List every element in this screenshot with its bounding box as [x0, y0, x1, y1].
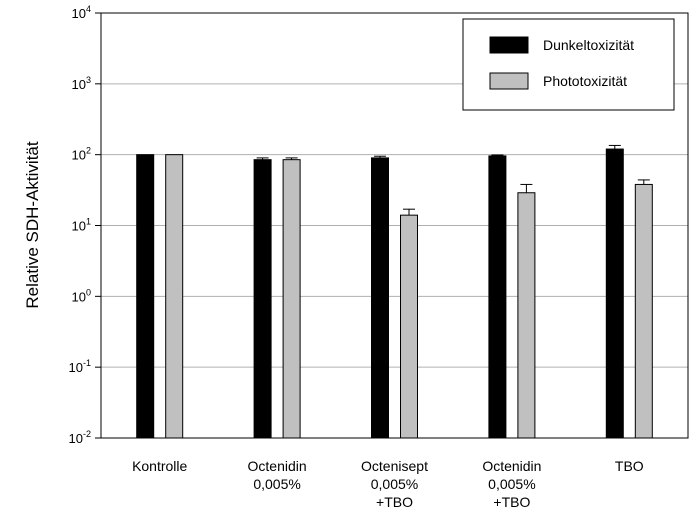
y-tick-label: 101: [72, 217, 91, 234]
y-tick-label: 10-2: [69, 429, 91, 446]
y-tick-label-base: 10: [69, 431, 83, 446]
category-label: +TBO: [376, 494, 413, 510]
y-tick-label-base: 10: [72, 219, 86, 234]
legend-swatch-phototoxizitaet: [489, 72, 529, 90]
category-label: 0,005%: [488, 476, 535, 492]
y-tick-label-base: 10: [72, 77, 86, 92]
bar-photo: [517, 192, 536, 439]
y-tick-label-exponent: 0: [86, 287, 91, 297]
category-label: Kontrolle: [132, 458, 187, 474]
y-tick-label: 102: [72, 146, 91, 163]
bar-dunkel: [488, 155, 507, 439]
legend-label-dunkeltoxizitaet: Dunkeltoxizität: [543, 37, 634, 53]
y-tick-label-base: 10: [72, 148, 86, 163]
y-tick-label-exponent: 4: [86, 4, 91, 14]
bar-photo: [165, 154, 184, 439]
y-axis-title: Relative SDH-Aktivität: [23, 141, 42, 308]
y-tick-label-exponent: 3: [86, 75, 91, 85]
category-label: Octenidin: [248, 458, 307, 474]
y-tick-label: 103: [72, 75, 91, 92]
bars: [136, 144, 653, 439]
y-tick-label: 10-1: [69, 358, 91, 375]
legend-label-phototoxizitaet: Phototoxizität: [543, 73, 627, 89]
legend-swatch-dunkeltoxizitaet: [489, 36, 529, 54]
bar-dunkel: [253, 159, 272, 439]
legend-box: [462, 18, 675, 111]
y-tick-label-base: 10: [69, 360, 83, 375]
bar-photo: [282, 159, 301, 439]
y-tick-label-exponent: -2: [83, 429, 91, 439]
y-tick-label-exponent: 1: [86, 217, 91, 227]
y-tick-label-base: 10: [72, 6, 86, 21]
x-axis: Kontrolle Octenidin 0,005% Octenisept 0,005%…: [132, 458, 644, 510]
y-tick-label: 100: [72, 287, 91, 304]
bar-photo: [400, 214, 418, 439]
category-label: +TBO: [493, 494, 530, 510]
bar-dunkel: [371, 157, 389, 439]
category-label: TBO: [615, 458, 644, 474]
category-label: Octenidin: [482, 458, 541, 474]
legend: Dunkeltoxizität Phototoxizität: [462, 18, 675, 111]
bar-photo: [634, 183, 653, 439]
category-label: Octenisept: [361, 458, 428, 474]
y-tick-label-base: 10: [72, 289, 86, 304]
y-tick-label-exponent: -1: [83, 358, 91, 368]
bar-dunkel: [605, 148, 624, 439]
y-tick-label: 104: [72, 4, 91, 21]
y-tick-label-exponent: 2: [86, 146, 91, 156]
bar-dunkel: [136, 154, 155, 439]
category-label: 0,005%: [371, 476, 418, 492]
category-label: 0,005%: [253, 476, 300, 492]
